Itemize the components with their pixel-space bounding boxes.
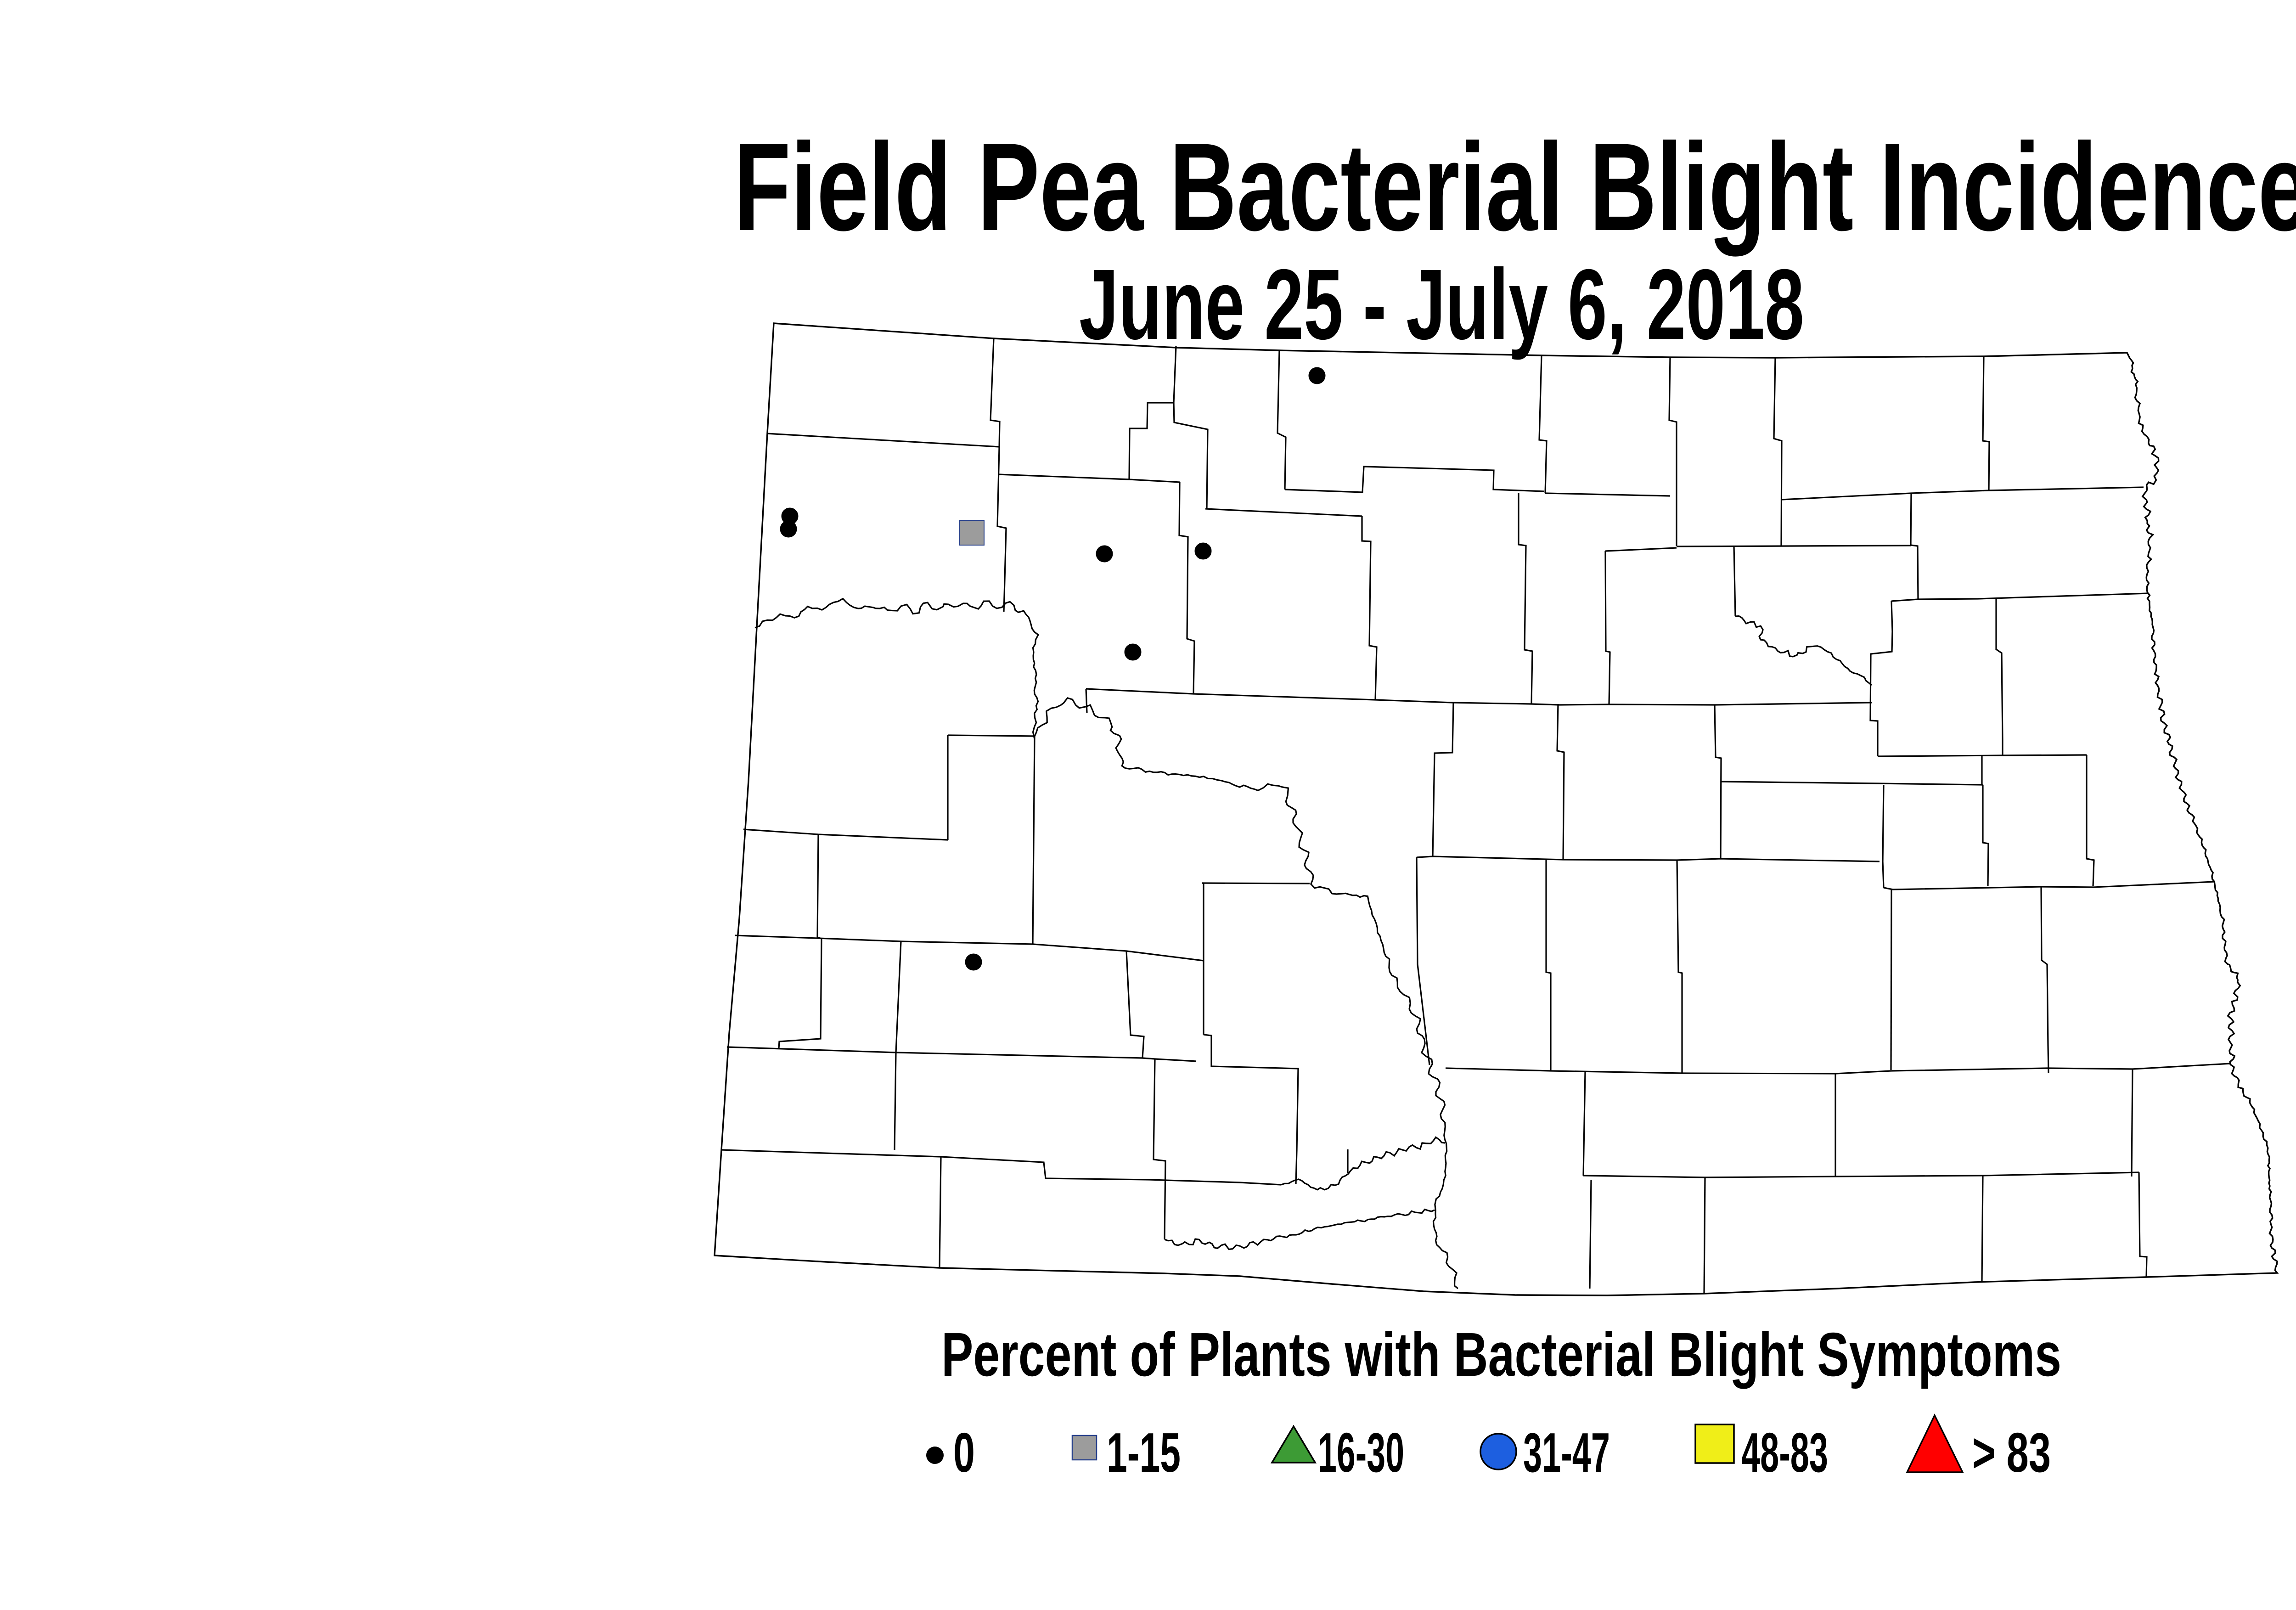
svg-text:31-47: 31-47 (1523, 1421, 1610, 1484)
svg-text:Percent of Plants with Bacteri: Percent of Plants with Bacterial Blight … (941, 1320, 2061, 1389)
svg-text:16-30: 16-30 (1318, 1421, 1404, 1484)
svg-text:Field Pea Bacterial Blight Inc: Field Pea Bacterial Blight Incidence (734, 117, 2296, 258)
svg-text:> 83: > 83 (1972, 1421, 2051, 1484)
svg-text:1-15: 1-15 (1107, 1421, 1181, 1484)
svg-text:0: 0 (953, 1421, 975, 1484)
svg-text:June 25 - July 6, 2018: June 25 - July 6, 2018 (1079, 249, 1804, 360)
svg-text:48-83: 48-83 (1741, 1421, 1828, 1484)
